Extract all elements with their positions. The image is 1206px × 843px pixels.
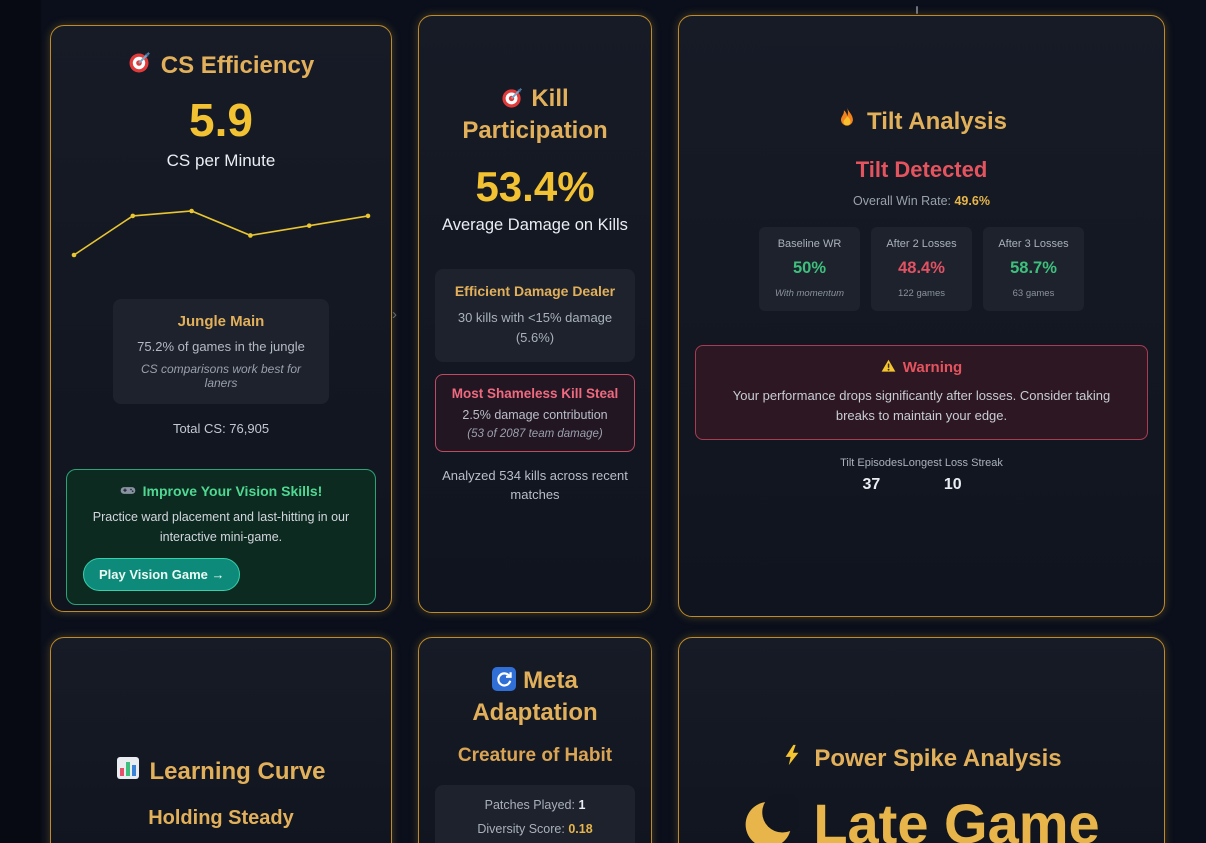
meta-card-title: Meta Adaptation: [455, 666, 615, 728]
warning-icon: [881, 359, 896, 377]
tilt-stat-after-2-losses: After 2 Losses 48.4% 122 games: [871, 226, 972, 311]
cs-per-minute-label: CS per Minute: [166, 151, 276, 170]
vision-promo-box: Improve Your Vision Skills! Practice war…: [66, 469, 376, 605]
power-card-title: Power Spike Analysis: [679, 743, 1164, 774]
meta-card-title-text: Meta Adaptation: [472, 667, 598, 727]
vision-promo-body: Practice ward placement and last-hitting…: [92, 510, 350, 544]
loss-streak-stat: Longest Loss Streak 10: [903, 457, 1003, 494]
power-card-title-text: Power Spike Analysis: [814, 744, 1062, 772]
learning-card-title-text: Learning Curve: [149, 757, 326, 785]
target-icon: [128, 50, 152, 81]
tilt-episodes-value: 37: [862, 476, 881, 494]
patches-played-row: Patches Played: 1: [445, 798, 625, 812]
cs-per-minute-value: 5.9: [189, 94, 253, 146]
overall-winrate-value: 49.6%: [954, 193, 990, 208]
cs-card-title-text: CS Efficiency: [160, 51, 315, 79]
tilt-stat-label: After 2 Losses: [886, 237, 957, 250]
cs-card-title: CS Efficiency: [51, 50, 391, 81]
kill-steal-box: Most Shameless Kill Steal 2.5% damage co…: [435, 373, 635, 452]
efficient-damage-body: 30 kills with <15% damage (5.6%): [457, 309, 613, 345]
power-spike-phase-text: Late Game: [813, 792, 1100, 843]
kill-participation-card: Kill Participation 53.4% Average Damage …: [418, 15, 652, 613]
kill-card-title: Kill Participation: [445, 84, 625, 146]
tilt-status: Tilt Detected: [855, 156, 988, 182]
tilt-warning-box: Warning Your performance drops significa…: [695, 344, 1148, 441]
tilt-stat-label: Baseline WR: [777, 237, 842, 250]
cs-trend-chart: [71, 208, 371, 258]
vision-promo-title: Improve Your Vision Skills!: [83, 483, 359, 499]
kills-analyzed-footer: Analyzed 534 kills across recent matches: [442, 467, 628, 502]
meta-stats-box: Patches Played: 1 Diversity Score: 0.18: [435, 784, 635, 843]
tilt-stat-sub: 122 games: [897, 287, 945, 299]
tilt-card-title: Tilt Analysis: [679, 106, 1164, 137]
learning-status: Holding Steady: [148, 806, 294, 829]
divider-chevron-icon: ›: [392, 306, 397, 323]
target-icon: [501, 86, 524, 116]
tilt-stat-value: 48.4%: [898, 258, 945, 277]
refresh-icon: [492, 667, 517, 698]
learning-card-title: Learning Curve: [51, 756, 391, 787]
meta-adaptation-card: Meta Adaptation Creature of Habit Patche…: [418, 637, 652, 843]
tilt-stat-after-3-losses: After 3 Losses 58.7% 63 games: [983, 226, 1084, 311]
tilt-card-top-tick: [916, 6, 918, 14]
diversity-score-row: Diversity Score: 0.18: [445, 822, 625, 836]
kill-card-title-text: Kill Participation: [462, 85, 608, 145]
role-insight-box: Jungle Main 75.2% of games in the jungle…: [113, 299, 329, 404]
patches-played-value: 1: [578, 797, 586, 812]
tilt-episodes-stat: Tilt Episodes 37: [840, 457, 903, 494]
tilt-stat-label: After 3 Losses: [998, 237, 1069, 250]
tilt-analysis-card: Tilt Analysis Tilt Detected Overall Win …: [678, 15, 1165, 617]
loss-streak-label: Longest Loss Streak: [902, 457, 1003, 470]
role-insight-note: CS comparisons work best for laners: [140, 362, 302, 390]
moon-icon: [743, 792, 803, 843]
game-controller-icon: [120, 483, 136, 499]
kill-participation-label: Average Damage on Kills: [442, 215, 628, 234]
role-insight-line: 75.2% of games in the jungle: [137, 339, 305, 354]
loss-streak-value: 10: [943, 476, 962, 494]
warning-title-text: Warning: [902, 359, 963, 377]
tilt-bottom-stats: Tilt Episodes 37 Longest Loss Streak 10: [679, 457, 1164, 494]
power-spike-phase: Late Game: [679, 792, 1164, 843]
diversity-score-value: 0.18: [568, 821, 593, 836]
lightning-icon: [781, 743, 803, 774]
tilt-stat-baseline: Baseline WR 50% With momentum: [759, 226, 860, 311]
efficient-damage-box: Efficient Damage Dealer 30 kills with <1…: [435, 268, 635, 362]
tilt-stats-row: Baseline WR 50% With momentum After 2 Lo…: [679, 226, 1164, 311]
fire-icon: [836, 106, 858, 137]
warning-title-row: Warning: [726, 359, 1117, 377]
vision-promo-title-text: Improve Your Vision Skills!: [142, 483, 323, 499]
efficient-damage-title: Efficient Damage Dealer: [454, 282, 616, 299]
kill-participation-value: 53.4%: [475, 162, 595, 210]
tilt-episodes-label: Tilt Episodes: [840, 457, 903, 470]
tilt-stat-value: 50%: [792, 258, 827, 277]
tilt-stat-sub: With momentum: [774, 287, 845, 299]
tilt-stat-value: 58.7%: [1010, 258, 1057, 277]
tilt-card-title-text: Tilt Analysis: [866, 107, 1008, 135]
total-cs-label: Total CS: 76,905: [172, 421, 270, 436]
kill-steal-note: (53 of 2087 team damage): [467, 427, 603, 440]
diversity-score-label: Diversity Score:: [477, 821, 565, 836]
meta-status: Creature of Habit: [457, 744, 613, 766]
bar-chart-icon: [116, 756, 140, 787]
overall-winrate: Overall Win Rate: 49.6%: [679, 194, 1164, 208]
kill-steal-title: Most Shameless Kill Steal: [451, 385, 619, 401]
play-vision-game-button[interactable]: Play Vision Game →: [83, 558, 241, 591]
role-insight-title: Jungle Main: [177, 313, 265, 330]
power-spike-card: Power Spike Analysis Late Game: [678, 637, 1165, 843]
patches-played-label: Patches Played:: [484, 797, 575, 812]
tilt-stat-sub: 63 games: [1012, 287, 1055, 299]
kill-steal-body: 2.5% damage contribution: [462, 407, 608, 422]
warning-body: Your performance drops significantly aft…: [732, 387, 1111, 424]
overall-winrate-label: Overall Win Rate:: [853, 193, 951, 208]
learning-curve-card: Learning Curve Holding Steady: [50, 637, 392, 843]
cs-efficiency-card: CS Efficiency 5.9 CS per Minute Jungle M…: [50, 25, 392, 612]
